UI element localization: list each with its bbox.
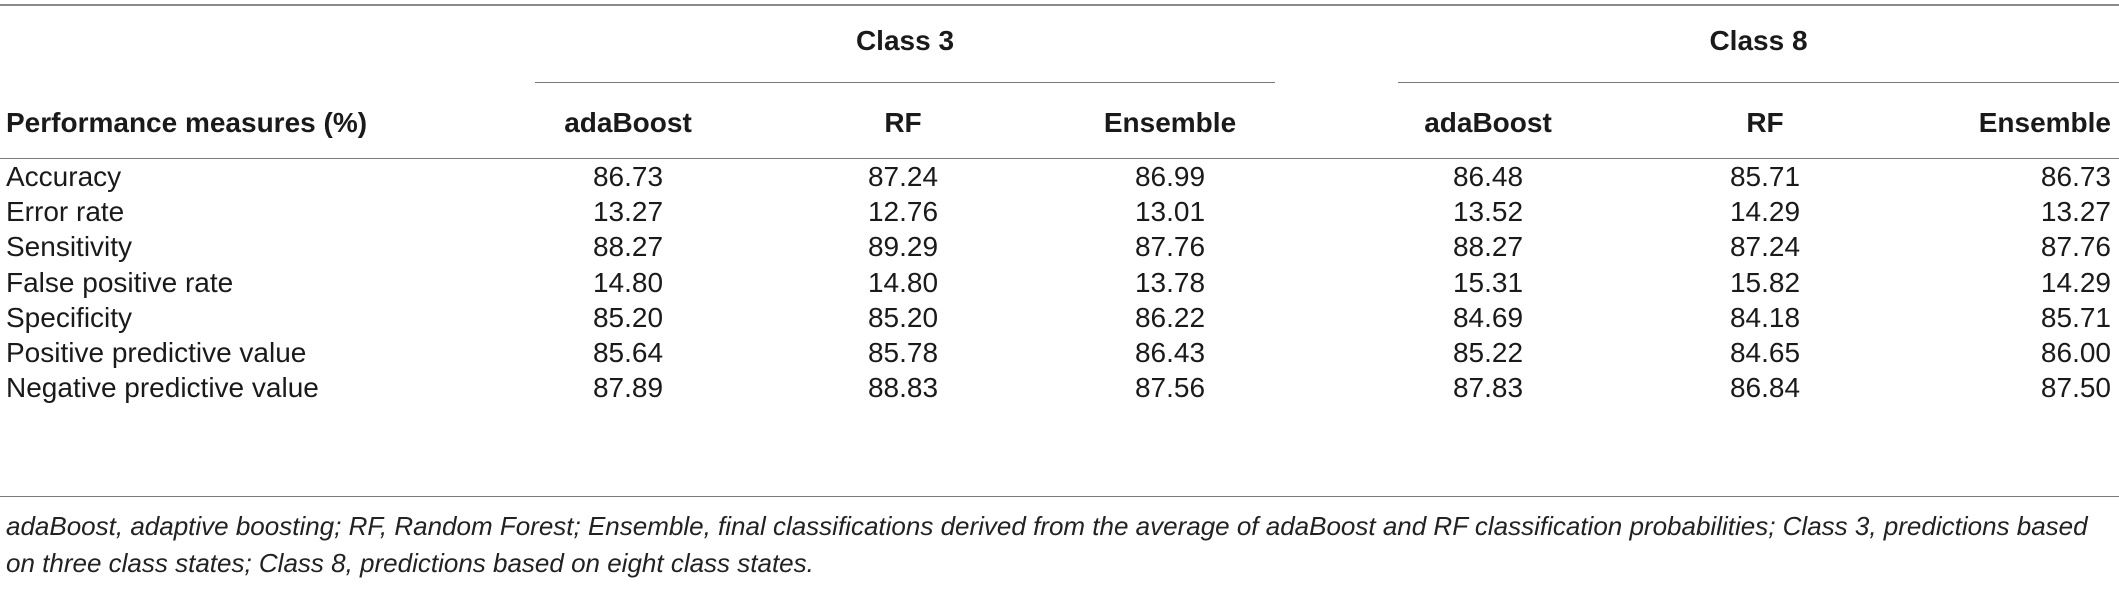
row-label: Positive predictive value xyxy=(6,337,307,368)
row-label: Sensitivity xyxy=(6,231,133,262)
table-cell: 14.80 xyxy=(592,267,664,298)
column-header: adaBoost xyxy=(564,107,692,138)
row-label: Specificity xyxy=(6,302,133,333)
table-cell: 84.69 xyxy=(1452,302,1524,333)
column-header: Ensemble xyxy=(1103,107,1237,138)
table-cell: 86.43 xyxy=(1134,337,1206,368)
table-cell: 85.20 xyxy=(592,302,664,333)
table-cell: 13.27 xyxy=(592,196,664,227)
table-cell: 87.76 xyxy=(1134,231,1206,262)
column-header: adaBoost xyxy=(1424,107,1552,138)
header-bottom-rule xyxy=(0,158,2119,159)
table-cell: 13.78 xyxy=(1134,267,1206,298)
table-cell: 87.50 xyxy=(2040,372,2111,403)
class3-group-rule xyxy=(535,82,1275,83)
table-cell: 15.31 xyxy=(1452,267,1524,298)
table-bottom-rule xyxy=(0,496,2119,497)
row-label: Negative predictive value xyxy=(6,372,319,403)
table-cell: 85.22 xyxy=(1452,337,1524,368)
group-header-class3: Class 3 xyxy=(855,25,955,56)
table-cell: 87.24 xyxy=(867,161,939,192)
table-cell: 13.27 xyxy=(2040,196,2111,227)
table-cell: 87.24 xyxy=(1729,231,1801,262)
table-cell: 87.89 xyxy=(592,372,664,403)
table-cell: 87.56 xyxy=(1134,372,1206,403)
table-cell: 13.01 xyxy=(1134,196,1206,227)
table-cell: 86.00 xyxy=(2040,337,2111,368)
table-cell: 87.76 xyxy=(2040,231,2111,262)
table-cell: 14.80 xyxy=(867,267,939,298)
class8-group-rule xyxy=(1398,82,2119,83)
table-cell: 15.82 xyxy=(1729,267,1801,298)
row-label: Accuracy xyxy=(6,161,122,192)
table-cell: 85.64 xyxy=(592,337,664,368)
table-cell: 85.20 xyxy=(867,302,939,333)
table-cell: 87.83 xyxy=(1452,372,1524,403)
table-cell: 86.73 xyxy=(592,161,664,192)
table-top-rule xyxy=(0,4,2119,6)
column-header: RF xyxy=(884,107,922,138)
table-cell: 12.76 xyxy=(867,196,939,227)
table-cell: 88.27 xyxy=(592,231,664,262)
table-cell: 88.27 xyxy=(1452,231,1524,262)
table-cell: 85.71 xyxy=(1729,161,1801,192)
column-header: RF xyxy=(1746,107,1784,138)
table-cell: 86.99 xyxy=(1134,161,1206,192)
column-header: Ensemble xyxy=(1978,107,2111,138)
table-cell: 85.78 xyxy=(867,337,939,368)
table-footnote: adaBoost, adaptive boosting; RF, Random … xyxy=(6,511,2088,578)
table-cell: 86.73 xyxy=(2040,161,2111,192)
table-cell: 13.52 xyxy=(1452,196,1524,227)
table-cell: 86.48 xyxy=(1452,161,1524,192)
table-cell: 84.65 xyxy=(1729,337,1801,368)
table-cell: 86.22 xyxy=(1134,302,1206,333)
table-cell: 84.18 xyxy=(1729,302,1801,333)
table-cell: 85.71 xyxy=(2040,302,2111,333)
table-cell: 88.83 xyxy=(867,372,939,403)
table-cell: 14.29 xyxy=(1729,196,1801,227)
row-label: False positive rate xyxy=(6,267,234,298)
group-header-class8: Class 8 xyxy=(1709,25,1808,56)
row-header-label: Performance measures (%) xyxy=(6,107,368,138)
table-cell: 86.84 xyxy=(1729,372,1801,403)
row-label: Error rate xyxy=(6,196,125,227)
table-cell: 89.29 xyxy=(867,231,939,262)
table-cell: 14.29 xyxy=(2040,267,2111,298)
